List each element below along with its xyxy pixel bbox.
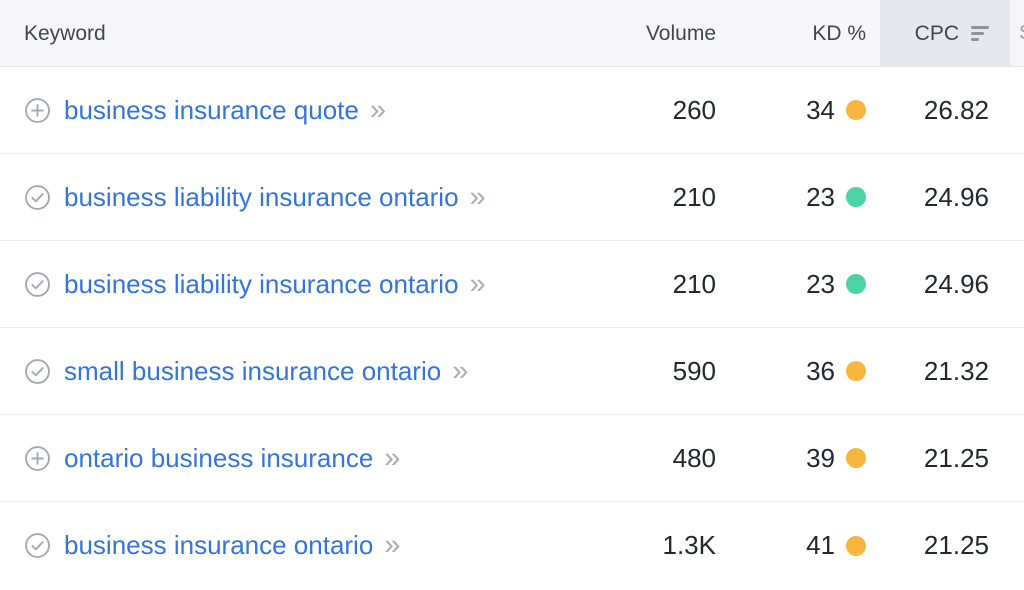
cpc-value: 21.25: [923, 530, 989, 560]
kd-difficulty-dot: [846, 274, 866, 294]
sort-descending-icon: [971, 26, 989, 41]
table-row: business liability insurance ontario » 2…: [0, 241, 1024, 328]
keyword-link[interactable]: small business insurance ontario: [64, 355, 442, 386]
keyword-cell: business insurance ontario »: [0, 530, 620, 561]
keyword-link[interactable]: business liability insurance ontario: [64, 181, 459, 212]
kd-value: 23: [806, 268, 835, 299]
keyword-cell: ontario business insurance »: [0, 443, 620, 474]
kd-value: 36: [806, 355, 835, 386]
kd-difficulty-dot: [846, 535, 866, 556]
volume-value: 260: [672, 94, 716, 125]
kd-difficulty-dot: [846, 361, 866, 381]
volume-value: 210: [672, 181, 716, 212]
check-circle-icon[interactable]: [24, 184, 51, 211]
kd-cell: 23: [730, 269, 880, 300]
check-circle-icon[interactable]: [24, 532, 51, 559]
cpc-value: 21.25: [923, 442, 989, 473]
table-row: business insurance ontario » 1.3K 41 21.…: [0, 502, 1024, 589]
kd-difficulty-dot: [846, 187, 866, 207]
cpc-value: 24.96: [923, 181, 989, 212]
kd-cell: 34: [730, 95, 880, 126]
cpc-value: 26.82: [923, 94, 989, 125]
keyword-cell: business insurance quote »: [0, 95, 620, 126]
volume-value: 210: [672, 268, 716, 299]
plus-circle-icon[interactable]: [24, 97, 51, 124]
kd-value: 23: [806, 181, 835, 212]
table-row: ontario business insurance » 480 39 21.2…: [0, 415, 1024, 502]
double-chevron-icon[interactable]: »: [369, 93, 386, 126]
cpc-column-header[interactable]: CPC: [880, 0, 1010, 67]
kd-value: 34: [806, 94, 835, 125]
kd-cell: 36: [730, 356, 880, 387]
keyword-link[interactable]: ontario business insurance: [64, 442, 374, 473]
check-circle-icon[interactable]: [24, 271, 51, 298]
keyword-link[interactable]: business insurance ontario: [64, 530, 374, 560]
keyword-link[interactable]: business insurance quote: [64, 94, 359, 125]
volume-value: 480: [672, 442, 716, 473]
volume-column-header[interactable]: Volume: [645, 21, 716, 45]
volume-value: 1.3K: [662, 530, 717, 560]
double-chevron-icon[interactable]: »: [384, 529, 400, 561]
double-chevron-icon[interactable]: »: [469, 180, 486, 213]
keyword-link[interactable]: business liability insurance ontario: [64, 268, 459, 299]
keyword-cell: small business insurance ontario »: [0, 356, 620, 387]
keyword-cell: business liability insurance ontario »: [0, 182, 620, 213]
kd-value: 39: [806, 442, 835, 473]
kd-column-header[interactable]: KD %: [812, 21, 866, 45]
table-row: business liability insurance ontario » 2…: [0, 154, 1024, 241]
table-row: small business insurance ontario » 590 3…: [0, 328, 1024, 415]
kd-value: 41: [806, 530, 835, 560]
table-row: business insurance quote » 260 34 26.82: [0, 67, 1024, 154]
plus-circle-icon[interactable]: [24, 445, 51, 472]
kd-cell: 39: [730, 443, 880, 474]
double-chevron-icon[interactable]: »: [384, 441, 400, 474]
keyword-cell: business liability insurance ontario »: [0, 269, 620, 300]
check-circle-icon[interactable]: [24, 358, 51, 385]
next-column-header-clipped: S: [1010, 0, 1024, 67]
volume-value: 590: [672, 355, 716, 386]
kd-cell: 41: [730, 530, 880, 561]
kd-cell: 23: [730, 182, 880, 213]
cpc-value: 24.96: [923, 268, 989, 299]
double-chevron-icon[interactable]: »: [469, 267, 486, 300]
next-column-header-partial-label: S: [1019, 22, 1024, 45]
kd-difficulty-dot: [846, 100, 866, 120]
kd-difficulty-dot: [846, 448, 866, 468]
table-header-row: Keyword Volume KD % CPC S: [0, 0, 1024, 67]
cpc-column-header-label: CPC: [914, 21, 959, 45]
cpc-value: 21.32: [923, 355, 989, 386]
double-chevron-icon[interactable]: »: [452, 354, 468, 387]
keyword-column-header[interactable]: Keyword: [24, 21, 106, 45]
